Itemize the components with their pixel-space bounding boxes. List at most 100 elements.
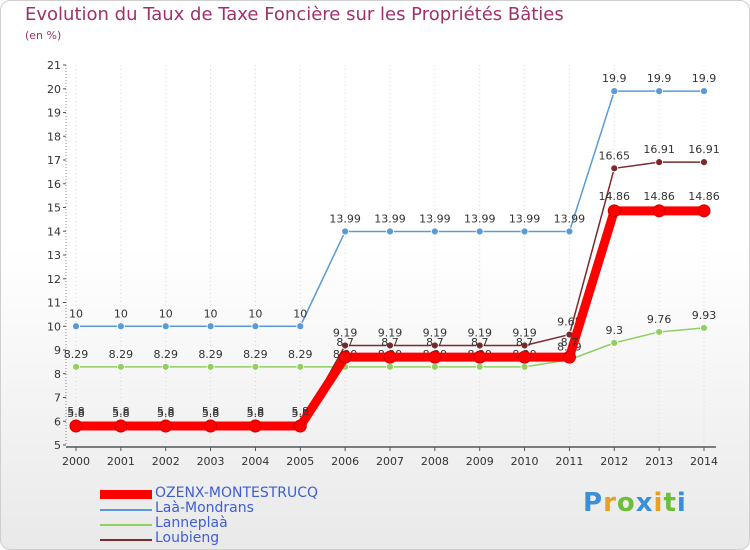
legend-label: OZENX-MONTESTRUCQ: [155, 485, 319, 501]
data-label: 13.99: [374, 212, 406, 225]
data-point: [518, 350, 532, 364]
x-tick-label: 2005: [286, 455, 314, 468]
y-tick-label: 16: [47, 178, 61, 191]
series-la-mondrans: 10 10 10 10 10 10 13.99 13.99 13.99 13.99 13.99 13.…: [69, 72, 716, 331]
data-label: 13.99: [554, 212, 586, 225]
data-label: 5.8: [202, 407, 220, 420]
data-point: [430, 341, 439, 350]
data-label: 10: [204, 307, 218, 320]
data-point: [520, 227, 529, 236]
legend-label: Lanneplaà: [155, 515, 228, 531]
data-point: [700, 324, 708, 332]
data-label: 8.7: [381, 336, 399, 349]
x-tick-label: 2013: [645, 455, 673, 468]
data-point: [383, 350, 397, 364]
data-point: [296, 322, 305, 331]
data-label: 9.19: [423, 326, 448, 339]
y-tick-label: 19: [47, 107, 61, 120]
series-loubieng: 5.8 5.8 5.8 5.8 5.8 5.8 9.19 9.19 9.19 9.19 9.19 9.…: [67, 143, 720, 430]
data-label: 8.7: [336, 336, 354, 349]
x-tick-label: 2007: [376, 455, 404, 468]
logo-letter: i: [676, 488, 687, 518]
data-label: 8.29: [109, 348, 134, 361]
data-point: [430, 227, 439, 236]
x-tick-label: 2008: [421, 455, 449, 468]
data-point: [565, 227, 574, 236]
data-label: 9.19: [378, 326, 403, 339]
data-point: [204, 419, 218, 433]
data-label: 14.86: [643, 190, 675, 203]
data-point: [610, 87, 619, 96]
y-tick-label: 8: [54, 368, 61, 381]
data-label: 8.7: [426, 336, 444, 349]
y-tick-label: 7: [54, 392, 61, 405]
data-point: [293, 419, 307, 433]
data-label: 5.8: [157, 405, 175, 418]
data-point: [341, 227, 350, 236]
data-label: 10: [69, 307, 83, 320]
data-label: 9.76: [647, 313, 672, 326]
data-label: 14.86: [599, 190, 631, 203]
data-label: 10: [114, 307, 128, 320]
legend-swatch: [100, 509, 152, 511]
data-label: 14.86: [688, 190, 720, 203]
y-tick-label: 13: [47, 249, 61, 262]
legend-label: Loubieng: [155, 530, 220, 546]
data-label: 13.99: [419, 212, 451, 225]
data-point: [72, 362, 80, 371]
data-label: 10: [248, 307, 262, 320]
data-point: [652, 204, 666, 218]
data-label: 13.99: [509, 212, 541, 225]
logo-letter: t: [663, 488, 677, 518]
data-point: [655, 158, 664, 167]
data-point: [206, 322, 215, 331]
proxiti-logo: Proxiti: [583, 488, 687, 518]
data-label: 16.91: [688, 143, 720, 156]
data-label: 8.7: [516, 336, 534, 349]
x-tick-label: 2004: [241, 455, 269, 468]
data-point: [159, 419, 173, 433]
data-label: 8.29: [288, 348, 313, 361]
y-tick-label: 11: [47, 297, 61, 310]
data-label: 5.8: [112, 405, 130, 418]
data-point: [248, 419, 262, 433]
data-point: [338, 350, 352, 364]
series-ozenx-montestrucq: 5.8 5.8 5.8 5.8 5.8 5.8 8.7 8.7 8.7 8.7 8.7 8.7 14.8…: [67, 190, 720, 433]
data-label: 9.19: [333, 326, 358, 339]
data-point: [430, 362, 439, 371]
y-tick-label: 18: [47, 130, 61, 143]
x-tick-label: 2003: [197, 455, 225, 468]
x-tick-label: 2009: [466, 455, 494, 468]
data-point: [700, 158, 708, 167]
x-tick-label: 2014: [690, 455, 718, 468]
data-point: [114, 419, 128, 433]
x-tick-label: 2006: [331, 455, 359, 468]
series-lannepla-: 8.298.298.298.298.298.298.298.298.298.29…: [64, 309, 717, 371]
y-axis-unit-label: (en %): [25, 29, 62, 42]
data-label: 9.93: [692, 309, 717, 322]
data-label: 5.8: [67, 405, 85, 418]
x-tick-label: 2012: [600, 455, 628, 468]
data-label: 13.99: [329, 212, 361, 225]
data-point: [697, 204, 711, 218]
data-point: [69, 419, 83, 433]
data-point: [562, 350, 576, 364]
x-tick-label: 2010: [511, 455, 539, 468]
data-point: [655, 328, 664, 336]
data-point: [116, 322, 125, 331]
logo-letter: i: [653, 488, 664, 518]
data-point: [475, 341, 484, 350]
data-label: 8.29: [153, 348, 178, 361]
data-label: 16.91: [643, 143, 675, 156]
x-tick-label: 2002: [152, 455, 180, 468]
data-point: [428, 350, 442, 364]
data-label: 8.7: [471, 336, 489, 349]
data-point: [161, 322, 170, 331]
logo-letter: r: [603, 488, 617, 518]
data-point: [251, 322, 260, 331]
data-label: 19.9: [647, 72, 672, 85]
legend-swatch: [100, 539, 152, 541]
data-point: [296, 362, 305, 371]
data-label: 5.8: [112, 407, 130, 420]
x-tick-label: 2001: [107, 455, 135, 468]
